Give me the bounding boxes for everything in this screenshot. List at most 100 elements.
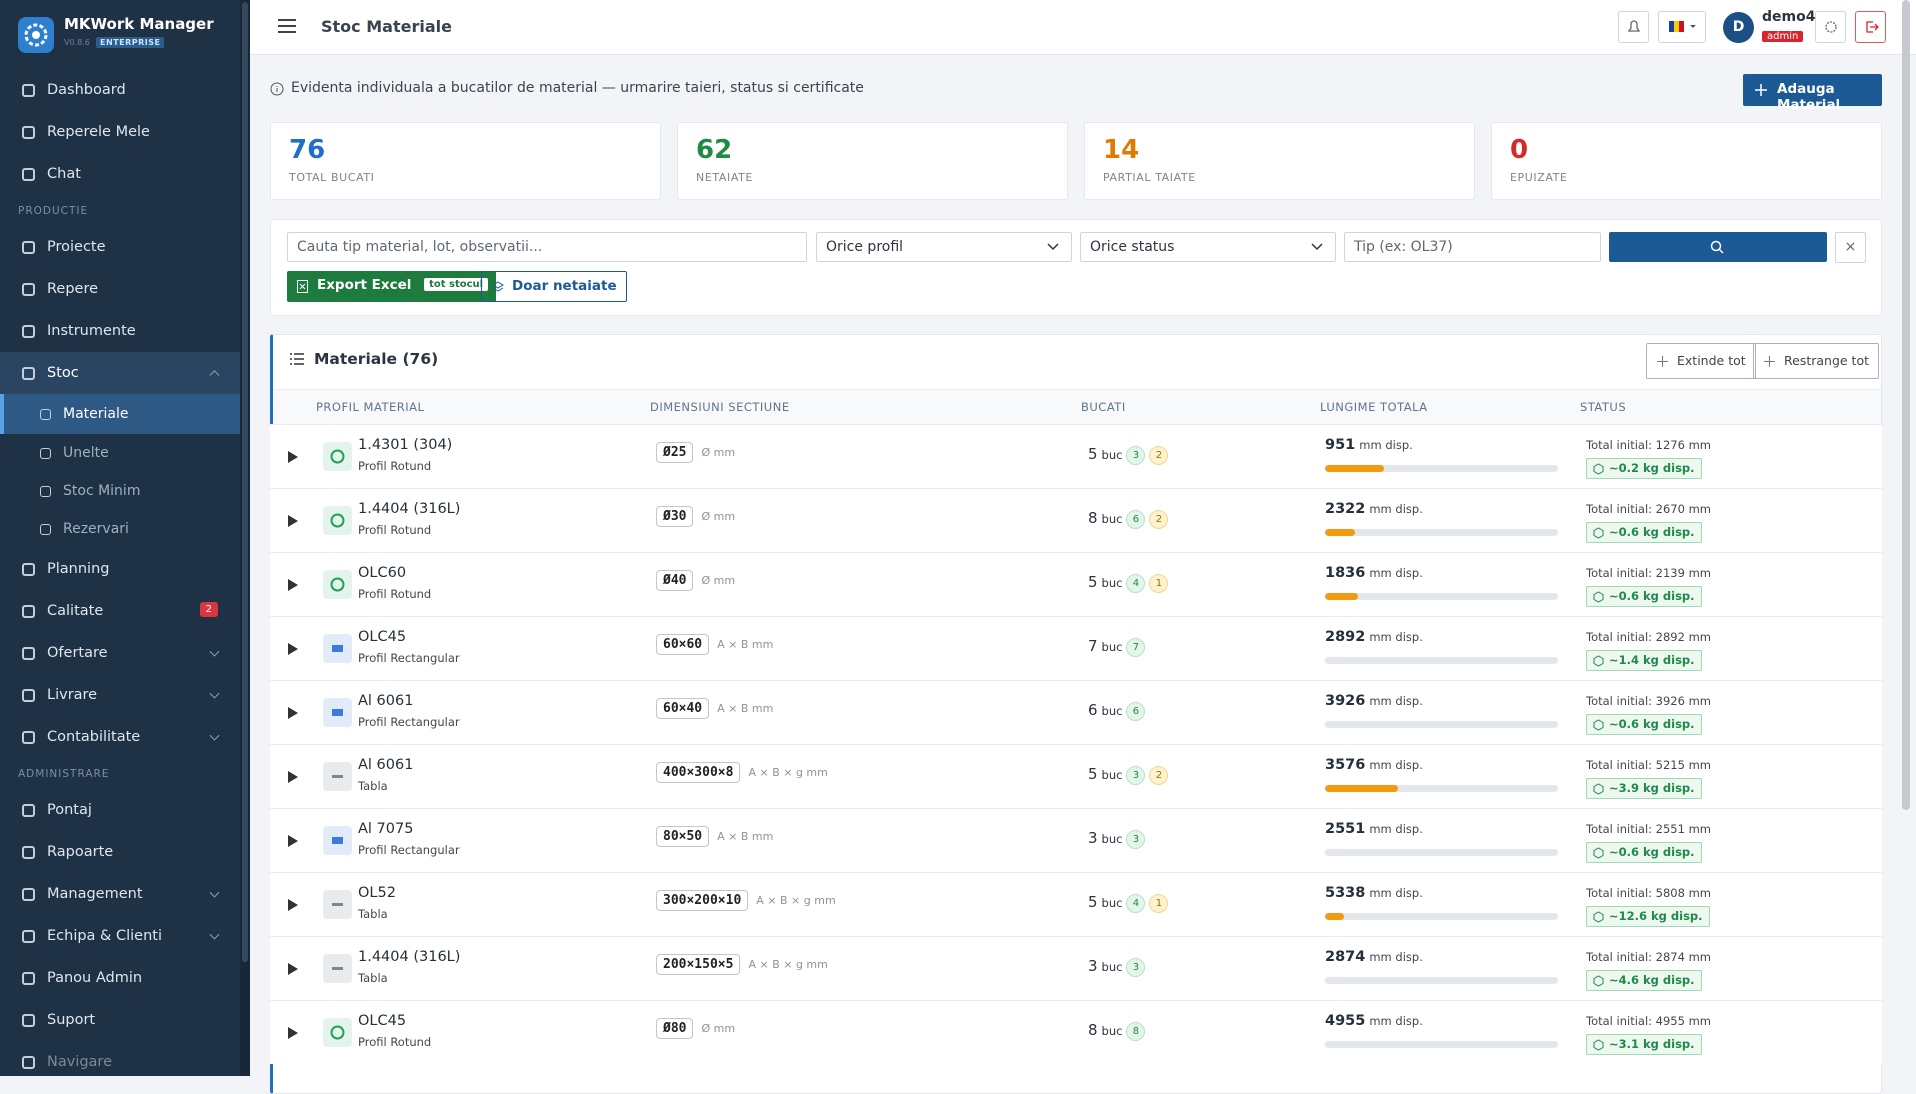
nav-label: Panou Admin [47, 970, 143, 986]
stat-value: 0 [1510, 135, 1529, 165]
initial-unit: mm [1688, 630, 1712, 644]
length-track [1325, 465, 1558, 472]
length-track [1325, 1041, 1558, 1048]
profile-icon [323, 890, 352, 919]
arrow-icon [288, 451, 298, 463]
nav-item[interactable]: Stoc Minim [0, 472, 240, 510]
nav-item[interactable]: Stoc [0, 352, 240, 394]
expand-all[interactable]: Extinde tot [1646, 343, 1756, 379]
expand-arrow[interactable] [288, 963, 298, 979]
nav-item[interactable]: Proiecte [0, 226, 240, 268]
profile-type: Profil Rectangular [358, 843, 460, 857]
expand-arrow[interactable] [288, 1027, 298, 1043]
pieces-cell: 8 buc 8 [1088, 1021, 1146, 1041]
nav-item[interactable]: Planning [0, 548, 240, 590]
nav-icon [22, 167, 35, 181]
nav-item[interactable]: Rapoarte [0, 831, 240, 873]
dimensions-cell: 80×50 A × B mm [656, 826, 773, 847]
menu-toggle[interactable] [278, 18, 296, 34]
pieces-cell: 5 buc 4 1 [1088, 893, 1169, 913]
expand-arrow[interactable] [288, 835, 298, 851]
avatar[interactable]: D [1723, 12, 1754, 43]
search-input[interactable]: Cauta tip material, lot, observatii... [287, 232, 807, 262]
nav-item[interactable]: Chat [0, 153, 240, 195]
dimensions: Ø40 [656, 570, 694, 591]
export-button[interactable]: Export Excel tot stocul [287, 271, 497, 302]
nav-item[interactable]: Navigare [0, 1041, 240, 1083]
length-unit: mm disp. [1359, 438, 1413, 452]
expand-arrow[interactable] [288, 899, 298, 915]
nav-label: Stoc Minim [63, 483, 141, 499]
arrow-icon [288, 1027, 298, 1039]
logo[interactable] [18, 17, 54, 53]
nav-item[interactable]: Reperele Mele [0, 111, 240, 153]
expand-arrow[interactable] [288, 771, 298, 787]
table-row: OLC60 Profil Rotund Ø40 Ø mm 5 buc 4 1 1836 mm di… [270, 552, 1882, 616]
add-material-button[interactable]: Adauga Material [1743, 74, 1882, 113]
expand-arrow[interactable] [288, 707, 298, 723]
settings[interactable] [1815, 11, 1846, 43]
page-title: Stoc Materiale [321, 17, 452, 36]
nav-item[interactable]: Unelte [0, 434, 240, 472]
profile-glyph [330, 577, 345, 592]
stat-value: 62 [696, 135, 733, 165]
language[interactable] [1658, 11, 1706, 43]
nav-item[interactable]: Management [0, 873, 240, 915]
nav-section: ADMINISTRARE [18, 768, 110, 780]
nav-icon [22, 366, 35, 380]
profile-icon [323, 570, 352, 599]
nav-item[interactable]: Ofertare [0, 632, 240, 674]
nav-item[interactable]: Livrare [0, 674, 240, 716]
expand-arrow[interactable] [288, 643, 298, 659]
expand-arrow[interactable] [288, 579, 298, 595]
logout-icon [1866, 21, 1879, 33]
nav-item[interactable]: Repere [0, 268, 240, 310]
nav-item[interactable]: Contabilitate [0, 716, 240, 758]
piece-unit: buc [1101, 576, 1123, 590]
nav-item[interactable]: Calitate 2 [0, 590, 240, 632]
dimensions-cell: Ø80 Ø mm [656, 1018, 735, 1039]
weight-chip: ~4.6 kg disp. [1586, 970, 1702, 991]
clear-button[interactable]: × [1835, 232, 1866, 263]
used-length-bar [1325, 593, 1358, 600]
nav-item[interactable]: Instrumente [0, 310, 240, 352]
intro-text: Evidenta individuala a bucatilor de mate… [291, 80, 864, 96]
initial-label: Total initial: [1586, 438, 1653, 452]
weight-chip: ~0.6 kg disp. [1586, 522, 1702, 543]
nav-label: Planning [47, 561, 110, 577]
piece-unit: buc [1101, 448, 1123, 462]
nav-label: Suport [47, 1012, 96, 1028]
expand-arrow[interactable] [288, 451, 298, 467]
logout[interactable] [1855, 11, 1886, 43]
profile-select[interactable]: Orice profil [816, 232, 1072, 262]
dimensions: 400×300×8 [656, 762, 741, 783]
nav-item[interactable]: Pontaj [0, 789, 240, 831]
dimensions-cell: Ø40 Ø mm [656, 570, 735, 591]
initial-length: Total initial: 1276 mm [1586, 438, 1711, 452]
nav-item[interactable]: Materiale [0, 394, 240, 434]
column-header: PROFIL MATERIAL [316, 400, 425, 414]
nav-item[interactable]: Suport [0, 999, 240, 1041]
status-select[interactable]: Orice status [1080, 232, 1336, 262]
nav-item[interactable]: Echipa & Clienti [0, 915, 240, 957]
initial-value: 2551 [1655, 822, 1685, 836]
nav-item[interactable]: Panou Admin [0, 957, 240, 999]
expand-arrow[interactable] [288, 515, 298, 531]
nav-item[interactable]: Dashboard [0, 69, 240, 111]
uncut-only-button[interactable]: Doar netaiate [481, 271, 627, 302]
initial-value: 5215 [1655, 758, 1685, 772]
dimensions: 60×60 [656, 634, 710, 655]
initial-value: 4955 [1655, 1014, 1685, 1028]
partial-badge: 1 [1149, 893, 1169, 913]
type-input[interactable]: Tip (ex: OL37) [1344, 232, 1601, 262]
table-header [273, 389, 1881, 424]
table-row: OLC45 Profil Rectangular 60×60 A × B mm 7 buc… [270, 616, 1882, 680]
collapse-all[interactable]: Restrange tot [1753, 343, 1879, 379]
flag [1669, 21, 1696, 32]
material-name: 1.4404 (316L) [358, 949, 461, 965]
search-button[interactable] [1609, 232, 1827, 262]
notifications[interactable] [1618, 11, 1649, 43]
nav-icon [22, 83, 35, 97]
nav-item[interactable]: Rezervari [0, 510, 240, 548]
profile-glyph [332, 645, 343, 652]
